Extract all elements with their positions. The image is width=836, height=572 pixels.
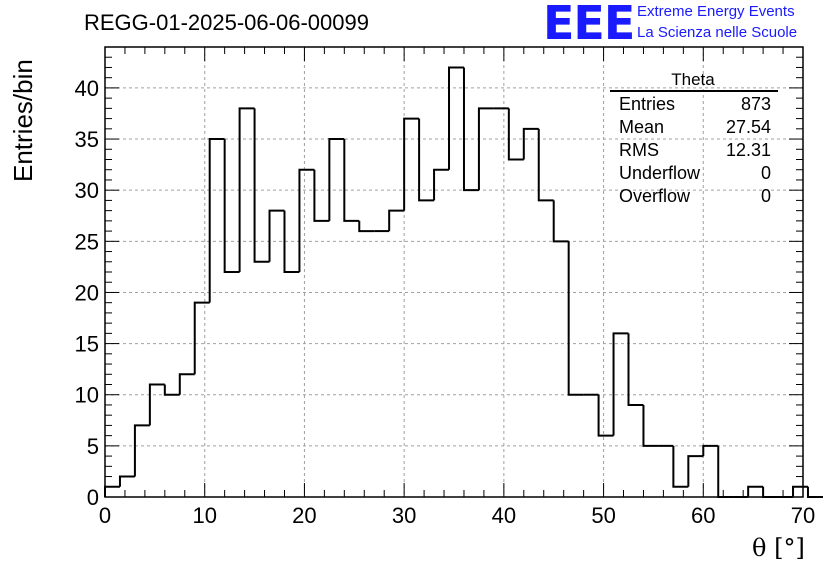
histogram-bin — [433, 168, 450, 201]
tick-labels: 0 10 20 30 40 50 60 70 0 5 10 15 20 25 30 35 40 — [75, 76, 816, 528]
y-tick-label: 40 — [75, 76, 99, 101]
x-axis-label: θ [°] — [752, 534, 805, 562]
histogram-bin — [762, 486, 779, 498]
histogram-bin — [702, 444, 719, 457]
x-tick-label: 0 — [99, 503, 111, 528]
y-tick-label: 35 — [75, 127, 99, 152]
histogram-bin — [148, 383, 165, 426]
stats-row-entries: Entries 873 — [619, 93, 771, 116]
y-tick-label: 5 — [87, 434, 99, 459]
histogram-bin — [163, 384, 180, 396]
histogram-bin — [253, 108, 270, 263]
x-tick-label: 30 — [392, 503, 416, 528]
logo-tagline-1: Extreme Energy Events — [637, 3, 795, 20]
stats-value: 873 — [740, 94, 771, 114]
histogram-bin — [717, 445, 734, 498]
histogram-bin — [118, 475, 135, 487]
histogram-bin — [507, 108, 524, 161]
histogram-bin — [627, 333, 644, 406]
eee-logo: EEE — [543, 0, 635, 50]
y-tick-label: 20 — [75, 280, 99, 305]
stats-value: 12.31 — [725, 140, 771, 160]
histogram-bin — [448, 66, 464, 170]
histogram-bin — [537, 128, 554, 202]
stats-row-mean: Mean 27.54 — [619, 116, 771, 139]
x-tick-label: 50 — [591, 503, 615, 528]
histogram-bin — [388, 209, 405, 232]
histogram-bin — [358, 220, 375, 233]
histogram-bin — [462, 67, 479, 192]
x-tick-label: 20 — [292, 503, 316, 528]
x-tick-label: 40 — [492, 503, 516, 528]
stats-row-overflow: Overflow 0 — [619, 185, 771, 208]
histogram-bin — [104, 485, 120, 497]
histogram-bin — [597, 394, 614, 437]
y-tick-label: 10 — [75, 383, 99, 408]
chart-title: REGG-01-2025-06-06-00099 — [84, 10, 369, 35]
histogram-bin — [642, 404, 659, 447]
histogram-bin — [552, 200, 569, 243]
histogram-bin — [612, 332, 629, 436]
histogram-bin — [403, 117, 420, 211]
histogram-bin — [522, 127, 539, 160]
stats-row-rms: RMS 12.31 — [619, 139, 771, 162]
x-tick-label: 10 — [192, 503, 216, 528]
histogram-bin — [567, 241, 584, 396]
histogram-bin — [477, 107, 494, 191]
histogram-bin — [343, 139, 360, 222]
x-tick-label: 60 — [691, 503, 715, 528]
histogram-bin — [806, 486, 823, 498]
stats-label: RMS — [619, 140, 659, 160]
axis-ticks — [104, 46, 804, 498]
histogram-bin — [223, 139, 240, 273]
stats-label: Mean — [619, 117, 665, 137]
histogram-bin — [328, 138, 345, 221]
histogram-bin — [193, 301, 210, 375]
logo-tagline-2: La Scienza nelle Scuole — [637, 24, 798, 41]
stats-title: Theta — [671, 70, 715, 89]
histogram-bin — [792, 485, 808, 497]
stats-label: Entries — [619, 94, 676, 114]
histogram-bin — [298, 168, 315, 272]
x-tick-label: 70 — [791, 503, 815, 528]
y-tick-label: 0 — [87, 485, 99, 510]
stats-value: 27.54 — [725, 117, 771, 137]
histogram-bin — [313, 169, 330, 222]
histogram-bin — [283, 210, 300, 273]
grid-lines — [105, 47, 803, 497]
histogram-bin — [133, 424, 150, 477]
y-tick-label: 30 — [75, 178, 99, 203]
histogram-bin — [747, 485, 764, 497]
stats-table: Entries 873 Mean 27.54 RMS 12.31 Underfl… — [619, 93, 771, 208]
histogram-bin — [268, 209, 285, 262]
histogram-bin — [238, 107, 255, 272]
stats-label: Underflow — [619, 163, 701, 183]
y-tick-label: 25 — [75, 229, 99, 254]
stats-value: 0 — [760, 163, 771, 183]
stats-divider — [610, 90, 778, 92]
stats-label: Overflow — [619, 186, 691, 206]
histogram-bin — [178, 373, 195, 395]
histogram-bin — [672, 445, 689, 488]
histogram-bin — [418, 118, 435, 202]
histogram-bin — [208, 138, 225, 303]
histogram-bin — [687, 455, 704, 487]
y-tick-label: 15 — [75, 332, 99, 357]
stats-row-underflow: Underflow 0 — [619, 162, 771, 185]
histogram-bars — [104, 66, 823, 498]
stats-value: 0 — [760, 186, 771, 206]
